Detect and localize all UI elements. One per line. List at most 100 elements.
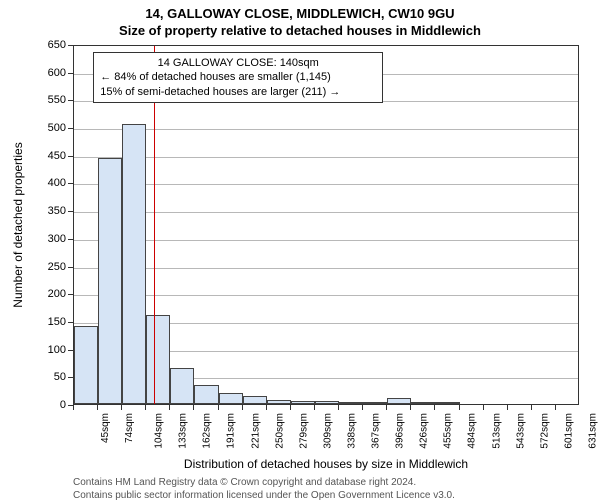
chart-container: 14, GALLOWAY CLOSE, MIDDLEWICH, CW10 9GU… xyxy=(0,0,600,500)
xtick-label: 631sqm xyxy=(587,413,598,449)
xtick-mark xyxy=(483,405,484,410)
ytick-label: 450 xyxy=(38,150,66,162)
histogram-bar xyxy=(315,401,339,404)
histogram-bar xyxy=(243,396,267,404)
ytick-label: 650 xyxy=(38,39,66,51)
ytick-label: 300 xyxy=(38,233,66,245)
gridline xyxy=(74,240,578,241)
ytick-mark xyxy=(68,183,73,184)
ytick-label: 250 xyxy=(38,261,66,273)
ytick-mark xyxy=(68,294,73,295)
histogram-bar xyxy=(219,393,243,404)
xtick-mark xyxy=(218,405,219,410)
gridline xyxy=(74,129,578,130)
annotation-box: 14 GALLOWAY CLOSE: 140sqm← 84% of detach… xyxy=(93,52,383,103)
xtick-label: 543sqm xyxy=(515,413,526,449)
xtick-mark xyxy=(73,405,74,410)
histogram-bar xyxy=(291,401,315,404)
ytick-label: 100 xyxy=(38,344,66,356)
annotation-line: ← 84% of detached houses are smaller (1,… xyxy=(100,70,376,84)
xtick-mark xyxy=(531,405,532,410)
xtick-mark xyxy=(290,405,291,410)
xtick-mark xyxy=(362,405,363,410)
xtick-mark xyxy=(386,405,387,410)
histogram-bar xyxy=(98,158,122,404)
ytick-label: 200 xyxy=(38,288,66,300)
xtick-label: 601sqm xyxy=(563,413,574,449)
histogram-bar xyxy=(74,326,98,404)
ytick-mark xyxy=(68,350,73,351)
xtick-label: 133sqm xyxy=(178,413,189,449)
xtick-mark xyxy=(169,405,170,410)
histogram-bar xyxy=(411,402,435,404)
xtick-mark xyxy=(314,405,315,410)
ytick-mark xyxy=(68,377,73,378)
ytick-mark xyxy=(68,45,73,46)
xtick-mark xyxy=(266,405,267,410)
histogram-bar xyxy=(267,400,291,404)
x-axis-label: Distribution of detached houses by size … xyxy=(73,457,579,471)
gridline xyxy=(74,295,578,296)
xtick-label: 162sqm xyxy=(202,413,213,449)
xtick-label: 455sqm xyxy=(443,413,454,449)
page-title-line1: 14, GALLOWAY CLOSE, MIDDLEWICH, CW10 9GU xyxy=(0,0,600,21)
ytick-mark xyxy=(68,211,73,212)
ytick-label: 400 xyxy=(38,177,66,189)
ytick-label: 0 xyxy=(38,399,66,411)
xtick-mark xyxy=(97,405,98,410)
page-title-line2: Size of property relative to detached ho… xyxy=(0,21,600,38)
xtick-mark xyxy=(145,405,146,410)
xtick-label: 367sqm xyxy=(371,413,382,449)
ytick-mark xyxy=(68,322,73,323)
xtick-label: 191sqm xyxy=(226,413,237,449)
ytick-mark xyxy=(68,100,73,101)
gridline xyxy=(74,184,578,185)
xtick-label: 338sqm xyxy=(347,413,358,449)
xtick-mark xyxy=(507,405,508,410)
xtick-mark xyxy=(121,405,122,410)
ytick-label: 550 xyxy=(38,94,66,106)
ytick-mark xyxy=(68,128,73,129)
xtick-mark xyxy=(434,405,435,410)
ytick-mark xyxy=(68,239,73,240)
xtick-mark xyxy=(338,405,339,410)
xtick-label: 513sqm xyxy=(491,413,502,449)
histogram-bar xyxy=(339,402,363,404)
ytick-label: 50 xyxy=(38,371,66,383)
footer-line2: Contains public sector information licen… xyxy=(73,490,455,502)
histogram-bar xyxy=(387,398,411,404)
xtick-label: 221sqm xyxy=(250,413,261,449)
footer-line1: Contains HM Land Registry data © Crown c… xyxy=(73,477,455,490)
histogram-bar xyxy=(146,315,170,404)
xtick-label: 396sqm xyxy=(395,413,406,449)
histogram-bar xyxy=(435,402,459,404)
xtick-label: 104sqm xyxy=(154,413,165,449)
annotation-line: 15% of semi-detached houses are larger (… xyxy=(100,85,376,99)
xtick-label: 426sqm xyxy=(419,413,430,449)
gridline xyxy=(74,212,578,213)
ytick-label: 600 xyxy=(38,67,66,79)
xtick-mark xyxy=(459,405,460,410)
xtick-mark xyxy=(193,405,194,410)
xtick-label: 45sqm xyxy=(100,413,111,443)
y-axis-label: Number of detached properties xyxy=(11,142,25,307)
xtick-mark xyxy=(242,405,243,410)
xtick-label: 279sqm xyxy=(298,413,309,449)
ytick-label: 350 xyxy=(38,205,66,217)
ytick-label: 150 xyxy=(38,316,66,328)
ytick-label: 500 xyxy=(38,122,66,134)
footer-attribution: Contains HM Land Registry data © Crown c… xyxy=(73,477,455,502)
xtick-mark xyxy=(410,405,411,410)
xtick-mark xyxy=(555,405,556,410)
gridline xyxy=(74,157,578,158)
histogram-bar xyxy=(363,402,387,404)
xtick-label: 309sqm xyxy=(322,413,333,449)
xtick-label: 74sqm xyxy=(124,413,135,443)
histogram-bar xyxy=(122,124,146,404)
xtick-label: 484sqm xyxy=(467,413,478,449)
histogram-bar xyxy=(170,368,194,404)
ytick-mark xyxy=(68,267,73,268)
ytick-mark xyxy=(68,73,73,74)
xtick-label: 572sqm xyxy=(539,413,550,449)
xtick-label: 250sqm xyxy=(274,413,285,449)
